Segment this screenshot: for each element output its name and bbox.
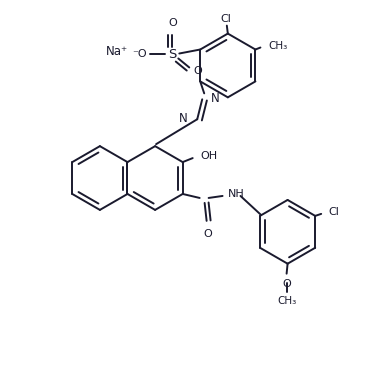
- Text: S: S: [168, 48, 177, 61]
- Text: ⁻O: ⁻O: [132, 48, 146, 58]
- Text: Na⁺: Na⁺: [105, 45, 128, 58]
- Text: Cl: Cl: [328, 207, 339, 217]
- Text: CH₃: CH₃: [268, 41, 288, 51]
- Text: NH: NH: [227, 189, 244, 199]
- Text: N: N: [211, 92, 220, 105]
- Text: O: O: [203, 229, 212, 239]
- Text: O: O: [282, 279, 291, 289]
- Text: OH: OH: [201, 151, 218, 161]
- Text: N: N: [178, 112, 187, 125]
- Text: Cl: Cl: [220, 14, 231, 24]
- Text: CH₃: CH₃: [277, 296, 296, 306]
- Text: O: O: [168, 18, 177, 28]
- Text: O: O: [193, 67, 202, 77]
